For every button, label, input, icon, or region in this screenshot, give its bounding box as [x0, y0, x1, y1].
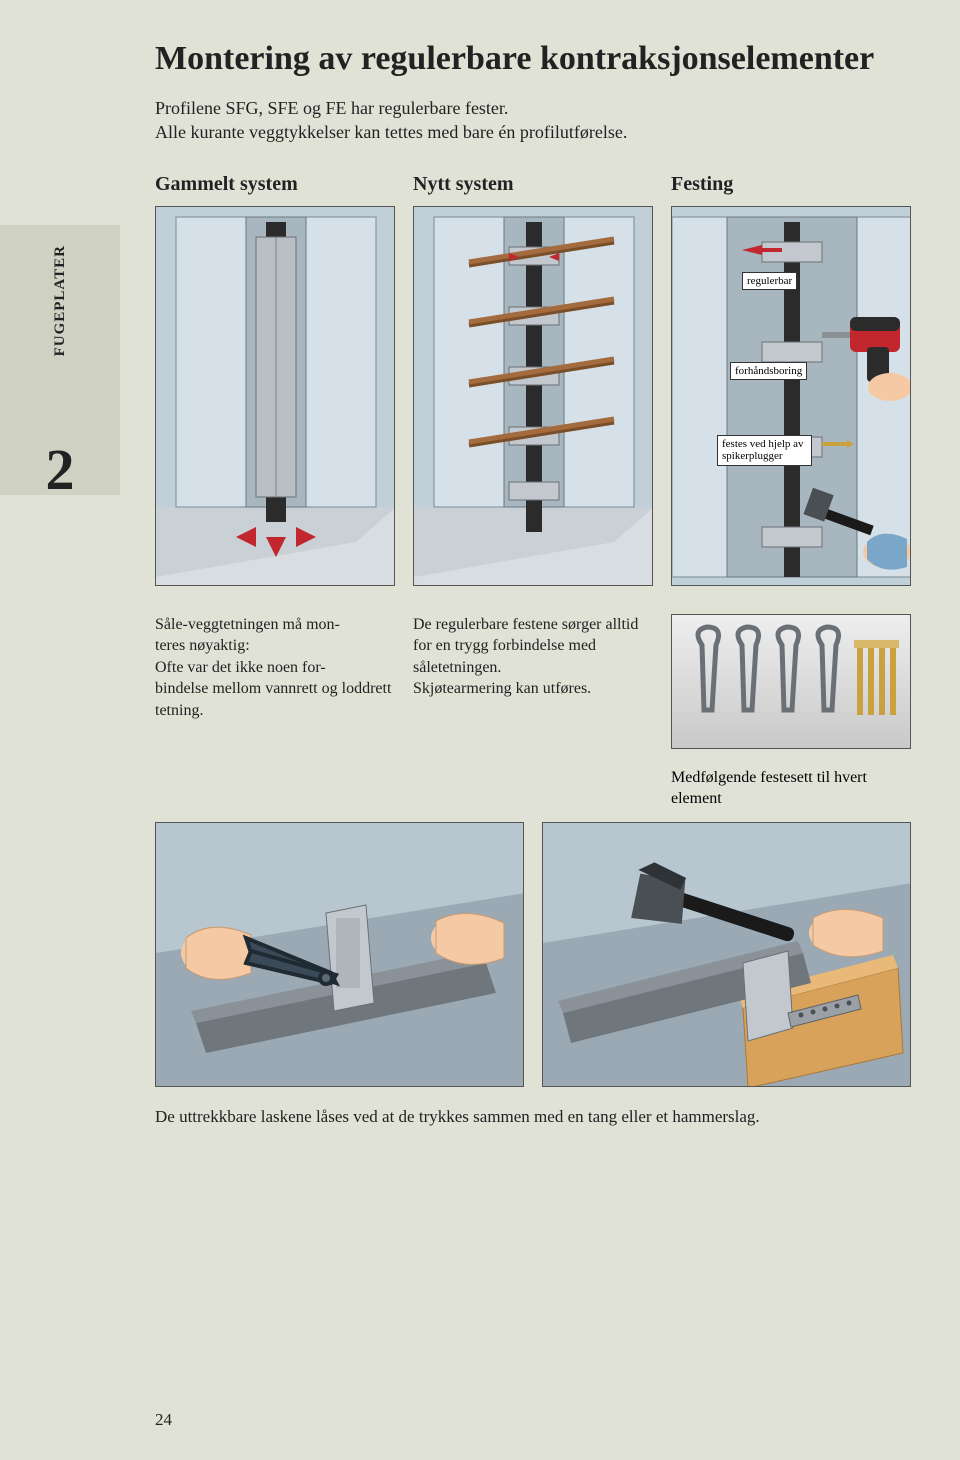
- section-sidebar: FUGEPLATER 2: [0, 225, 120, 495]
- illustration-pliers: [155, 822, 524, 1087]
- intro-line-2: Alle kurante veggtykkelser kan tettes me…: [155, 122, 627, 142]
- col-header-old: Gammelt system: [155, 173, 395, 196]
- bottom-illustration-row: [155, 822, 925, 1087]
- illustration-fastening: regulerbar forhåndsboring festes ved hje…: [671, 206, 911, 586]
- intro-line-1: Profilene SFG, SFE og FE har regulerbare…: [155, 98, 508, 118]
- sidebar-label: FUGEPLATER: [52, 245, 69, 356]
- section-number: 2: [46, 436, 75, 503]
- col-header-fastening: Festing: [671, 173, 911, 196]
- main-illustration-row: regulerbar forhåndsboring festes ved hje…: [155, 206, 925, 586]
- text-row: Såle-veggtetningen må mon-teres nøyaktig…: [155, 614, 925, 749]
- page-content: Montering av regulerbare kontraksjonsele…: [155, 40, 925, 1127]
- illustration-fastener-kit: [671, 614, 911, 749]
- illustration-old-system: [155, 206, 395, 586]
- illustration-hammer: [542, 822, 911, 1087]
- callout-predrill: forhåndsboring: [730, 362, 807, 380]
- intro-text: Profilene SFG, SFE og FE har regulerbare…: [155, 96, 925, 145]
- callout-adjustable: regulerbar: [742, 272, 797, 290]
- column-headers: Gammelt system Nytt system Festing: [155, 173, 925, 196]
- bottom-caption: De uttrekkbare laskene låses ved at de t…: [155, 1107, 925, 1127]
- col-header-new: Nytt system: [413, 173, 653, 196]
- page-number: 24: [155, 1410, 172, 1430]
- callout-nailplugs: festes ved hjelp av spikerplugger: [717, 435, 812, 466]
- text-col-mid: De regulerbare festene sørger alltid for…: [413, 614, 653, 749]
- text-col-left: Såle-veggtetningen må mon-teres nøyaktig…: [155, 614, 395, 749]
- illustration-new-system: [413, 206, 653, 586]
- caption-fastener-kit: Medfølgende festesett til hvert element: [671, 767, 911, 810]
- page-title: Montering av regulerbare kontraksjonsele…: [155, 40, 925, 78]
